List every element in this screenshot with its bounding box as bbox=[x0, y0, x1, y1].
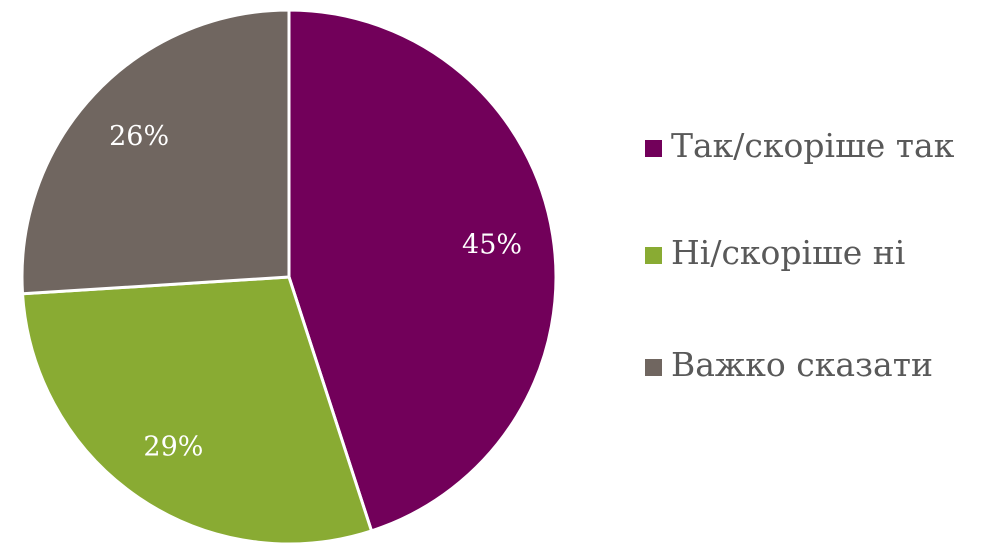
legend-item-vazhko: Важко сказати bbox=[645, 345, 971, 385]
pie-label-tak: 45% bbox=[462, 229, 522, 260]
legend-label-tak: Так/скоріше так bbox=[671, 126, 971, 166]
legend-swatch-tak bbox=[645, 140, 662, 157]
pie-label-vazhko: 26% bbox=[109, 121, 169, 152]
pie-label-ni: 29% bbox=[143, 432, 203, 463]
pie-slices bbox=[22, 10, 556, 543]
pie-chart: 45% 29% 26% bbox=[0, 0, 600, 543]
legend-swatch-ni bbox=[645, 247, 662, 264]
legend-label-ni: Ні/скоріше ні bbox=[671, 233, 971, 273]
legend-item-tak: Так/скоріше так bbox=[645, 126, 971, 166]
pie-slice-vazhko bbox=[22, 10, 289, 294]
legend-swatch-vazhko bbox=[645, 359, 662, 376]
legend-item-ni: Ні/скоріше ні bbox=[645, 233, 971, 273]
legend-label-vazhko: Важко сказати bbox=[671, 345, 971, 385]
